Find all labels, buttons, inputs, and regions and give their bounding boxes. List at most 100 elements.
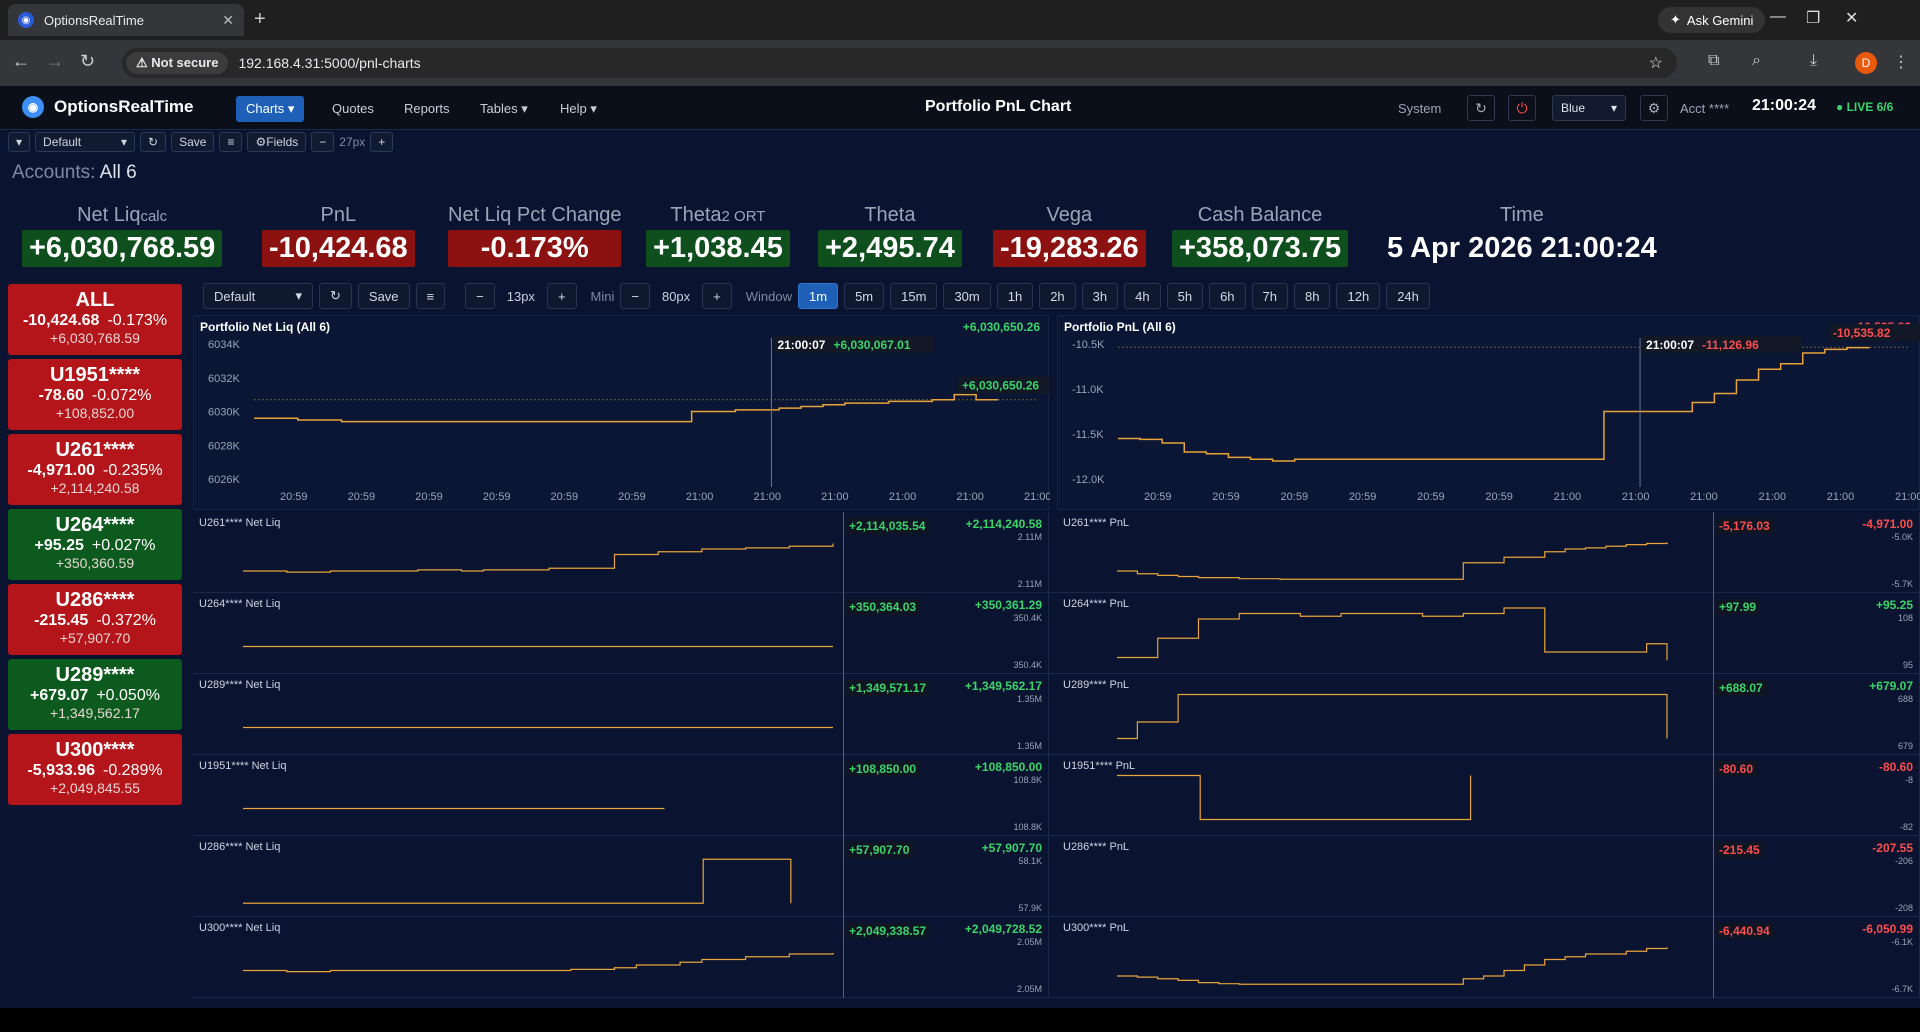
minimize-icon[interactable]: — <box>1770 8 1786 25</box>
url-text[interactable]: 192.168.4.31:5000/pnl-charts <box>238 55 421 71</box>
new-tab-icon[interactable]: + <box>254 8 266 30</box>
account-card-5[interactable]: U289**** +679.07 +0.050% +1,349,562.17 <box>8 659 182 730</box>
mini-series-line <box>243 952 834 973</box>
mini-chart[interactable]: U261**** PnL -5,176.03 -4,971.00 -5.0K -5.7K <box>1057 512 1920 593</box>
theme-select[interactable]: Blue ▾ <box>1552 95 1626 121</box>
mini-chart[interactable]: U289**** Net Liq +1,349,571.17 +1,349,562.… <box>193 674 1049 755</box>
metric-label-text: Theta <box>864 204 916 226</box>
restore-icon[interactable]: ❐ <box>1806 10 1821 27</box>
mini-chart[interactable]: U261**** Net Liq +2,114,035.54 +2,114,240.… <box>193 512 1049 593</box>
menu-charts[interactable]: Charts ▾ <box>236 96 305 122</box>
browser-tab[interactable]: ◉ OptionsRealTime ✕ <box>8 4 244 36</box>
layout-save-button[interactable]: Save <box>171 132 215 152</box>
forward-icon[interactable]: → <box>46 51 64 71</box>
reload-icon[interactable]: ↻ <box>80 51 96 71</box>
portfolio-pnl-chart[interactable]: Portfolio PnL (All 6) -10,535.82 -10.5K-… <box>1057 315 1920 510</box>
mini-increase-button[interactable]: + <box>702 283 732 309</box>
mini-series-line <box>1117 693 1668 740</box>
mini-chart[interactable]: U1951**** Net Liq +108,850.00 +108,850.00 1… <box>193 755 1049 836</box>
account-card-1[interactable]: U1951**** -78.60 -0.072% +108,852.00 <box>8 359 182 430</box>
account-liq: +108,852.00 <box>55 405 135 421</box>
mini-chart[interactable]: U264**** PnL +97.99 +95.25 108 95 <box>1057 593 1920 674</box>
size-increase-button[interactable]: + <box>370 132 394 152</box>
mini-tooltip-value: +2,114,035.54 <box>845 518 930 534</box>
refresh-icon[interactable]: ↻ <box>1467 95 1495 121</box>
window-close-icon[interactable]: ✕ <box>1845 10 1859 27</box>
mini-last-value: +679.07 <box>1869 679 1913 693</box>
bookmark-star-icon[interactable]: ☆ <box>1648 55 1663 72</box>
layout-select[interactable]: Default ▾ <box>35 132 136 152</box>
window-button-6h[interactable]: 6h <box>1209 283 1246 309</box>
mini-chart[interactable]: U264**** Net Liq +350,364.03 +350,361.29 35… <box>193 593 1049 674</box>
mini-last-value: +95.25 <box>1875 598 1913 612</box>
window-button-3h[interactable]: 3h <box>1081 283 1119 309</box>
window-button-4h[interactable]: 4h <box>1124 283 1161 309</box>
not-secure-badge[interactable]: ⚠ Not secure <box>126 52 229 74</box>
chart-layout-select[interactable]: Default ▾ <box>203 283 313 309</box>
toolbar-collapse-button[interactable]: ▾ <box>8 132 31 152</box>
mini-chart[interactable]: U1951**** PnL -80.60 -80.60 -8 -82 <box>1057 755 1920 836</box>
window-button-8h[interactable]: 8h <box>1294 283 1331 309</box>
menu-quotes[interactable]: Quotes <box>332 101 374 116</box>
mini-scale-low: -82 <box>1899 822 1913 832</box>
mini-chart[interactable]: U289**** PnL +688.07 +679.07 688 679 <box>1057 674 1920 755</box>
x-tick-label: 20:59 <box>1485 491 1513 503</box>
x-tick-label: 20:59 <box>1144 491 1172 503</box>
metric-card: Theta2 ORT +1,038.45 <box>646 204 790 267</box>
address-bar[interactable]: ⚠ Not secure 192.168.4.31:5000/pnl-chart… <box>122 48 1677 78</box>
chart-menu-icon[interactable]: ≡ <box>415 283 446 309</box>
extensions-icon[interactable]: ⧉ <box>1708 52 1720 69</box>
close-tab-icon[interactable]: ✕ <box>222 11 234 28</box>
mini-chart[interactable]: U300**** Net Liq +2,049,338.57 +2,049,728.… <box>193 917 1049 998</box>
window-button-30m[interactable]: 30m <box>943 283 991 309</box>
window-button-2h[interactable]: 2h <box>1039 283 1076 309</box>
browser-menu-icon[interactable]: ⋮ <box>1893 54 1909 71</box>
account-liq: +2,114,240.58 <box>50 480 140 496</box>
account-card-3[interactable]: U264**** +95.25 +0.027% +350,360.59 <box>8 509 182 580</box>
profile-avatar[interactable]: D <box>1855 52 1877 74</box>
size-decrease-button[interactable]: − <box>311 132 335 152</box>
back-icon[interactable]: ← <box>12 51 30 71</box>
font-decrease-button[interactable]: − <box>465 283 495 309</box>
ask-gemini-button[interactable]: ✦ Ask Gemini <box>1658 7 1766 33</box>
account-card-0[interactable]: ALL -10,424.68 -0.173% +6,030,768.59 <box>8 284 182 355</box>
portfolio-netliq-chart[interactable]: Portfolio Net Liq (All 6) +6,030,650.26 … <box>193 315 1050 510</box>
fields-button[interactable]: ⚙ Fields <box>247 132 307 152</box>
metric-label-text: Time <box>1500 204 1544 226</box>
menu-tables[interactable]: Tables ▾ <box>480 101 528 116</box>
menu-help[interactable]: Help ▾ <box>560 101 597 116</box>
metric-label: Cash Balance <box>1172 204 1348 227</box>
menu-reports[interactable]: Reports <box>404 101 450 116</box>
account-card-6[interactable]: U300**** -5,933.96 -0.289% +2,049,845.55 <box>8 734 182 805</box>
window-button-15m[interactable]: 15m <box>890 283 938 309</box>
layout-refresh-icon[interactable]: ↻ <box>140 132 167 152</box>
power-icon[interactable]: ⏻ <box>1508 95 1536 121</box>
font-increase-button[interactable]: + <box>546 283 577 309</box>
mini-decrease-button[interactable]: − <box>620 283 650 309</box>
window-button-1h[interactable]: 1h <box>996 283 1034 309</box>
brand[interactable]: ◉ OptionsRealTime <box>22 96 194 118</box>
window-button-5h[interactable]: 5h <box>1166 283 1204 309</box>
account-card-4[interactable]: U286**** -215.45 -0.372% +57,907.70 <box>8 584 182 655</box>
system-label[interactable]: System <box>1398 100 1442 116</box>
chart-save-button[interactable]: Save <box>357 283 410 309</box>
mini-chart[interactable]: U286**** PnL -215.45 -207.55 -206 -208 <box>1057 836 1920 917</box>
window-button-7h[interactable]: 7h <box>1251 283 1289 309</box>
mini-tooltip-value: -6,440.94 <box>1715 923 1774 939</box>
brand-logo-icon: ◉ <box>22 96 44 118</box>
series-line <box>1118 346 1870 462</box>
window-button-1m[interactable]: 1m <box>798 283 839 309</box>
download-icon[interactable]: ⤓ <box>1810 52 1818 69</box>
chart-refresh-icon[interactable]: ↻ <box>319 283 352 309</box>
mini-plot-area <box>243 645 833 648</box>
window-button-24h[interactable]: 24h <box>1386 283 1430 309</box>
window-button-12h[interactable]: 12h <box>1336 283 1381 309</box>
layout-menu-icon[interactable]: ≡ <box>219 132 243 152</box>
account-card-2[interactable]: U261**** -4,971.00 -0.235% +2,114,240.58 <box>8 434 182 505</box>
mini-crosshair <box>1713 836 1714 917</box>
tab-search-icon[interactable]: ⌕ <box>1752 52 1761 69</box>
settings-icon[interactable]: ⚙ <box>1640 95 1668 121</box>
window-button-5m[interactable]: 5m <box>844 283 885 309</box>
mini-chart[interactable]: U286**** Net Liq +57,907.70 +57,907.70 58.1… <box>193 836 1049 917</box>
mini-chart[interactable]: U300**** PnL -6,440.94 -6,050.99 -6.1K -6.7K <box>1057 917 1920 998</box>
